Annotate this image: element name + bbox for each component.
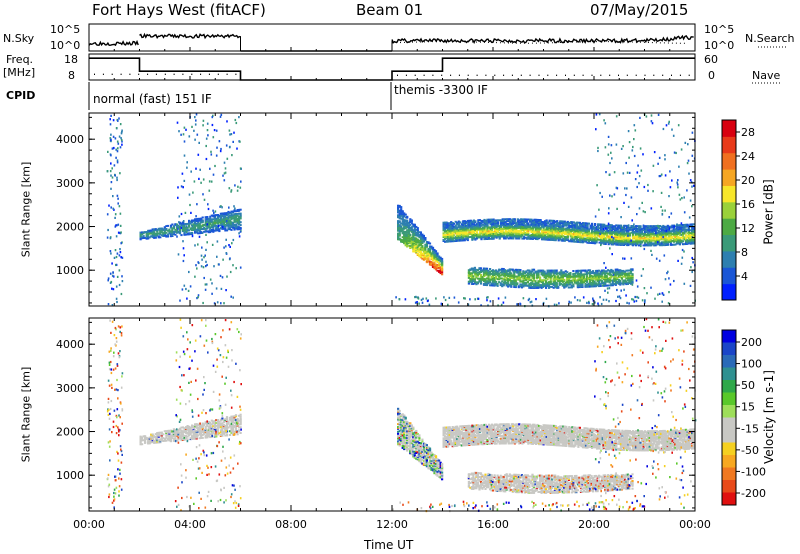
y-tick-label: 4000 xyxy=(56,133,84,146)
velocity-colorbar-swatch xyxy=(722,330,736,343)
power-colorbar-title: Power [dB] xyxy=(761,179,776,245)
cpid-label: CPID xyxy=(6,89,36,102)
velocity-colorbar-tick: -200 xyxy=(741,487,766,500)
power-colorbar-swatch xyxy=(722,136,736,154)
power-colorbar-tick: 16 xyxy=(741,198,755,211)
y-tick-label: 2000 xyxy=(56,221,84,234)
power-colorbar-tick: 20 xyxy=(741,174,755,187)
velocity-colorbar-swatch xyxy=(722,442,736,456)
nave-tick-bottom: 0 xyxy=(708,69,715,82)
power-colorbar-swatch xyxy=(722,185,736,203)
power-colorbar-tick: 4 xyxy=(741,270,748,283)
x-tick-label: 12:00 xyxy=(376,518,408,531)
velocity-colorbar-swatch xyxy=(722,492,736,506)
station-title: Fort Hays West (fitACF) xyxy=(92,1,266,19)
x-tick-label: 16:00 xyxy=(477,518,509,531)
power-colorbar-swatch xyxy=(722,234,736,252)
beam-label: Beam 01 xyxy=(356,1,424,19)
power-colorbar-swatch xyxy=(722,283,736,301)
velocity-colorbar-tick: 100 xyxy=(741,358,762,371)
velocity-colorbar-swatch xyxy=(722,380,736,393)
power-panel xyxy=(106,113,696,308)
nsky-tick-bottom: 10^0 xyxy=(50,39,81,52)
cpid-segment-1: normal (fast) 151 IF xyxy=(93,92,212,106)
freq-label-bottom: [MHz] xyxy=(3,66,36,79)
velocity-y-axis-title: Slant Range [km] xyxy=(19,366,33,463)
velocity-colorbar-swatch xyxy=(722,392,736,406)
nsky-series xyxy=(88,32,786,52)
x-tick-label: 00:00 xyxy=(679,518,711,531)
velocity-colorbar-swatch xyxy=(722,405,736,418)
x-axis-title: Time UT xyxy=(364,538,414,552)
freq-tick-top: 18 xyxy=(64,53,78,66)
velocity-colorbar-swatch xyxy=(722,355,736,368)
velocity-panel xyxy=(106,318,697,513)
nsearch-label: N.Search xyxy=(745,32,795,45)
y-tick-label: 3000 xyxy=(56,177,84,190)
velocity-colorbar-tick: 15 xyxy=(741,401,755,414)
nsearch-tick-top: 10^5 xyxy=(704,23,735,36)
y-tick-label: 3000 xyxy=(56,382,84,395)
velocity-colorbar-swatch xyxy=(722,367,736,381)
cpid-segment-2: themis -3300 IF xyxy=(394,83,488,97)
velocity-colorbar-tick: 200 xyxy=(741,336,762,349)
velocity-colorbar-tick: -50 xyxy=(741,444,759,457)
velocity-colorbar-swatch xyxy=(722,430,736,443)
y-tick-label: 2000 xyxy=(56,426,84,439)
power-colorbar-swatch xyxy=(722,267,736,285)
nsky-tick-top: 10^5 xyxy=(50,23,81,36)
power-colorbar-swatch xyxy=(722,169,736,186)
power-colorbar-tick: 24 xyxy=(741,150,755,163)
y-tick-label: 1000 xyxy=(56,469,84,482)
axes: 1000 2000 3000 4000 1000 2000 3000 4000 00:00 04:… xyxy=(56,47,711,531)
freq-series xyxy=(89,57,780,84)
x-tick-label: 04:00 xyxy=(174,518,206,531)
colorbars: 4 8 12 16 20 24 28 200 100 50 15 -15 -50 -100 -200 xyxy=(721,119,766,506)
date-label: 07/May/2015 xyxy=(590,1,689,19)
power-colorbar-tick: 28 xyxy=(741,126,755,139)
power-colorbar-swatch xyxy=(722,250,736,268)
power-colorbar-swatch xyxy=(722,120,736,137)
freq-label-top: Freq. xyxy=(6,53,34,66)
nsearch-tick-bottom: 10^0 xyxy=(704,39,735,52)
nave-tick-top: 60 xyxy=(704,53,718,66)
x-tick-label: 08:00 xyxy=(275,518,307,531)
power-colorbar-tick: 12 xyxy=(741,222,755,235)
freq-tick-bottom: 8 xyxy=(68,69,75,82)
velocity-colorbar-title: Velocity [m s-1] xyxy=(761,370,776,464)
velocity-colorbar-tick: -15 xyxy=(741,422,759,435)
velocity-colorbar-swatch xyxy=(722,467,736,481)
velocity-colorbar-swatch xyxy=(722,480,736,493)
power-colorbar-swatch xyxy=(722,218,736,236)
y-tick-label: 1000 xyxy=(56,264,84,277)
power-colorbar-tick: 8 xyxy=(741,246,748,259)
power-y-axis-title: Slant Range [km] xyxy=(19,161,33,258)
nave-label: Nave xyxy=(752,69,781,82)
velocity-colorbar-tick: 50 xyxy=(741,379,755,392)
velocity-colorbar-swatch xyxy=(722,417,736,431)
velocity-colorbar-swatch xyxy=(722,455,736,468)
velocity-colorbar-tick: -100 xyxy=(741,465,766,478)
x-tick-label: 00:00 xyxy=(73,518,105,531)
velocity-colorbar-swatch xyxy=(722,342,736,356)
power-colorbar-swatch xyxy=(722,152,736,170)
y-tick-label: 4000 xyxy=(56,338,84,351)
nsky-label: N.Sky xyxy=(3,32,35,45)
power-colorbar-swatch xyxy=(722,201,736,219)
x-tick-label: 20:00 xyxy=(578,518,610,531)
